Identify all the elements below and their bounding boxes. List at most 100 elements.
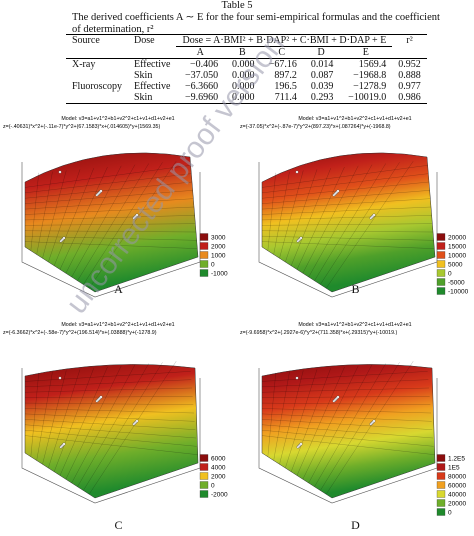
data-point [299, 442, 303, 446]
surface-grid [296, 366, 345, 476]
panel-label: B [351, 282, 360, 296]
surface [24, 364, 199, 499]
surface-grid [24, 402, 194, 405]
legend-swatch [436, 499, 446, 507]
surface-grid [24, 408, 195, 414]
surface-grid [24, 371, 191, 382]
surface-grid [24, 165, 191, 188]
model-text: Model: v3=a1+v1^2+b1+v2^2+c1+v1+d1+v2+e1 [61, 116, 174, 122]
panel-label: A [114, 282, 123, 296]
plot-panel: Model: v3=a1+v1^2+b1+v2^2+c1+v1+d1+v2+e1… [237, 112, 474, 322]
table-cell: −9.6960 [176, 92, 225, 104]
legend-label: 4000 [211, 465, 226, 472]
legend-swatch [199, 472, 209, 480]
subheader-cell: B [224, 46, 261, 59]
surface-grid [65, 365, 122, 480]
surface-grid [302, 365, 359, 480]
surface-grid [261, 190, 430, 204]
panel-label: C [114, 518, 123, 532]
surface-grid [326, 161, 414, 289]
table-cell: 0.000 [232, 81, 255, 92]
legend-label: 2000 [211, 244, 226, 251]
table-cell [66, 92, 128, 104]
legend-swatch [436, 454, 446, 462]
surface-grid [59, 166, 108, 270]
surface-grid [24, 413, 195, 422]
data-point [372, 419, 376, 423]
surface-grid [53, 368, 94, 472]
legend-label: 0 [448, 510, 452, 517]
table-cell: 0.087 [310, 70, 334, 81]
table-row: Skin −37.050 0.000 897.2 0.087 −1968.8 0.888 [66, 70, 427, 81]
surface-grid [285, 369, 318, 469]
table-cell: X-ray [72, 59, 96, 70]
table-cell: −0.406 [189, 59, 219, 70]
surface-grid [30, 172, 39, 251]
equation-text: z=(-9.6958)*x^2+(.2927e-6)*y^2+(711.358)… [240, 330, 397, 336]
surface-grid [314, 163, 386, 281]
table-cell: −6.3660 [184, 81, 219, 92]
panel-label: D [351, 518, 360, 532]
surface-plot: Model: v3=a1+v1^2+b1+v2^2+c1+v1+d1+v2+e1… [240, 322, 466, 517]
legend-swatch [436, 278, 446, 286]
surface-grid [261, 206, 432, 215]
table-cell: 0.000 [232, 59, 255, 70]
legend-swatch [199, 463, 209, 471]
surface-grid [83, 162, 163, 285]
table-row: Fluoroscopy Effective −6.3660 0.000 196.5 0.0… [66, 81, 427, 92]
table-cell: 0.952 [398, 59, 421, 70]
table-cell: Skin [128, 92, 177, 104]
axis-frame [258, 368, 438, 504]
table-row: Skin −9.6960 0.000 711.4 0.293 −10019.0 0.986 [66, 92, 427, 104]
surface-grid [71, 364, 136, 484]
subheader-cell [392, 46, 427, 59]
surface-grid [36, 171, 53, 255]
surface [261, 152, 436, 293]
legend-swatch [436, 472, 446, 480]
surface-grid [261, 235, 434, 241]
legend-label: 80000 [448, 474, 466, 481]
surface-grid [59, 366, 108, 476]
surface-grid [267, 372, 276, 457]
legend-swatch [436, 233, 446, 241]
plot-panel: Model: v3=a1+v1^2+b1+v2^2+c1+v1+d1+v2+e1… [237, 318, 474, 532]
surface-grid [261, 402, 431, 405]
table-cell: 0.000 [224, 92, 261, 104]
legend-label: 1.2E5 [448, 456, 465, 463]
surface-grid [290, 368, 331, 472]
surface-grid [24, 215, 195, 221]
legend-swatch [436, 508, 446, 516]
data-point [135, 419, 139, 423]
legend-label: 1000 [211, 253, 226, 260]
legend-swatch [199, 251, 209, 259]
equation-text: z=(-6.3662)*x^2+(-.58e-7)*y^2+(196.514)*… [3, 330, 157, 336]
data-point [299, 236, 303, 240]
surface-grid [320, 362, 400, 491]
surface [24, 152, 199, 293]
subheader-cell: E [339, 46, 393, 59]
legend-swatch [199, 269, 209, 277]
surface-plot: Model: v3=a1+v1^2+b1+v2^2+c1+v1+d1+v2+e1… [3, 116, 228, 298]
legend-label: 15000 [448, 244, 466, 251]
surface-grid [24, 235, 197, 241]
data-point [62, 236, 66, 240]
surface-grid [267, 172, 276, 251]
legend-swatch [199, 233, 209, 241]
surface-grid [261, 429, 434, 447]
table-cell: 0.986 [392, 92, 427, 104]
surface-grid [261, 173, 429, 194]
caption-text: The derived coefficients A ∼ E for the f… [72, 12, 440, 35]
surface-grid [261, 165, 428, 188]
table-cell: Effective [134, 81, 171, 92]
data-point [295, 376, 299, 380]
plot-panel: Model: v3=a1+v1^2+b1+v2^2+c1+v1+d1+v2+e1… [0, 112, 237, 322]
legend-label: 2000 [211, 474, 226, 481]
surface-grid [24, 181, 193, 199]
surface-grid [261, 419, 433, 430]
surface-grid [24, 190, 193, 204]
surface-grid [24, 241, 198, 249]
equation-text: z=(-.40631)*x^2+(-.11e-7)*y^2+(67.1583)*… [3, 124, 160, 130]
header-cell: Dose [128, 34, 177, 47]
data-point [62, 442, 66, 446]
